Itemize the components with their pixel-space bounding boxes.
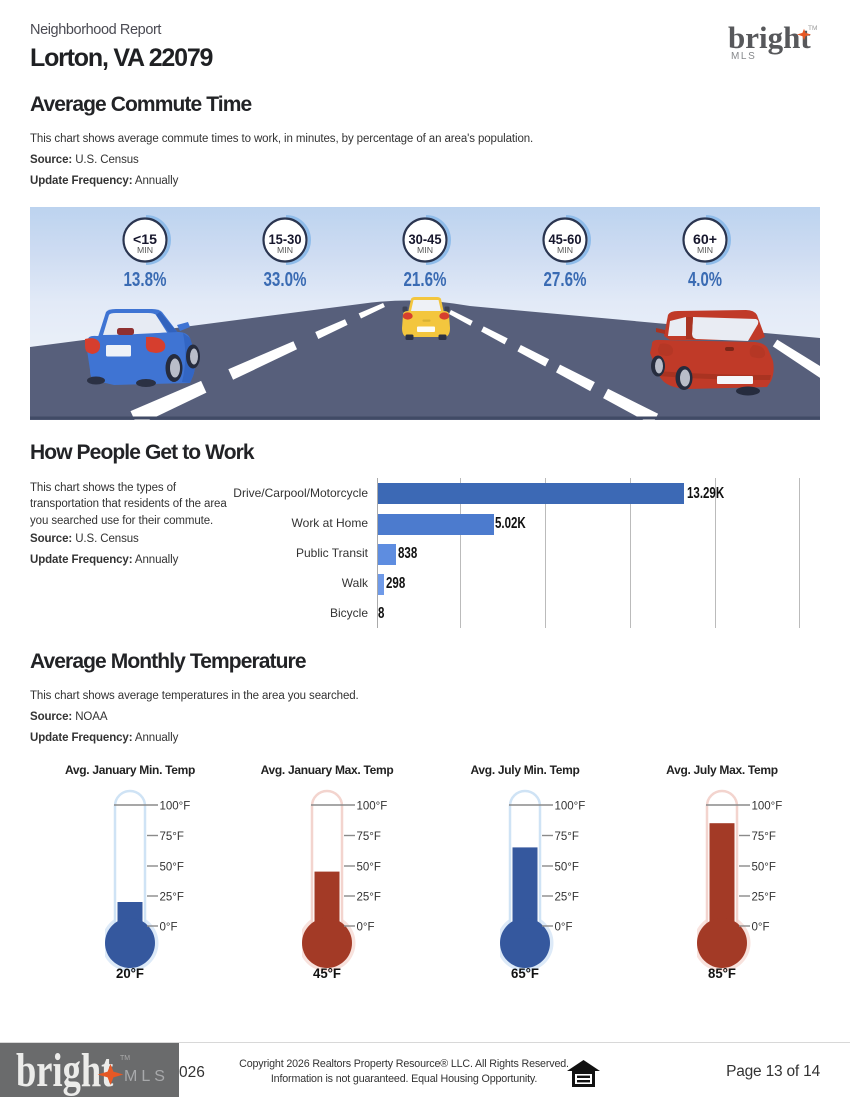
svg-text:30-45: 30-45 bbox=[409, 231, 442, 247]
svg-text:20°F: 20°F bbox=[116, 966, 144, 981]
svg-text:75°F: 75°F bbox=[554, 831, 578, 843]
svg-text:100°F: 100°F bbox=[554, 801, 585, 813]
svg-text:100°F: 100°F bbox=[752, 801, 783, 813]
svg-text:50°F: 50°F bbox=[357, 862, 381, 874]
svg-text:25°F: 25°F bbox=[554, 892, 578, 904]
svg-text:0°F: 0°F bbox=[159, 922, 177, 934]
svg-text:21.6%: 21.6% bbox=[404, 269, 447, 291]
svg-text:50°F: 50°F bbox=[554, 862, 578, 874]
svg-text:MIN: MIN bbox=[417, 245, 433, 255]
svg-text:75°F: 75°F bbox=[159, 831, 183, 843]
svg-text:65°F: 65°F bbox=[511, 966, 539, 981]
svg-text:33.0%: 33.0% bbox=[264, 269, 307, 291]
svg-text:0°F: 0°F bbox=[554, 922, 572, 934]
svg-text:50°F: 50°F bbox=[752, 862, 776, 874]
svg-text:100°F: 100°F bbox=[159, 801, 190, 813]
svg-text:45-60: 45-60 bbox=[549, 231, 582, 247]
svg-text:MIN: MIN bbox=[557, 245, 573, 255]
svg-text:13.8%: 13.8% bbox=[124, 269, 167, 291]
svg-text:0°F: 0°F bbox=[357, 922, 375, 934]
svg-text:MIN: MIN bbox=[697, 245, 713, 255]
svg-text:45°F: 45°F bbox=[313, 966, 341, 981]
svg-text:100°F: 100°F bbox=[357, 801, 388, 813]
svg-text:50°F: 50°F bbox=[159, 862, 183, 874]
svg-text:85°F: 85°F bbox=[708, 966, 736, 981]
svg-text:60+: 60+ bbox=[693, 231, 717, 247]
svg-text:MIN: MIN bbox=[277, 245, 293, 255]
svg-text:25°F: 25°F bbox=[752, 892, 776, 904]
svg-text:MIN: MIN bbox=[137, 245, 153, 255]
svg-text:75°F: 75°F bbox=[752, 831, 776, 843]
svg-text:27.6%: 27.6% bbox=[544, 269, 587, 291]
svg-text:75°F: 75°F bbox=[357, 831, 381, 843]
svg-text:4.0%: 4.0% bbox=[688, 269, 722, 291]
svg-text:15-30: 15-30 bbox=[269, 231, 302, 247]
svg-text:25°F: 25°F bbox=[159, 892, 183, 904]
svg-text:0°F: 0°F bbox=[752, 922, 770, 934]
svg-text:25°F: 25°F bbox=[357, 892, 381, 904]
svg-text:<15: <15 bbox=[133, 231, 157, 247]
